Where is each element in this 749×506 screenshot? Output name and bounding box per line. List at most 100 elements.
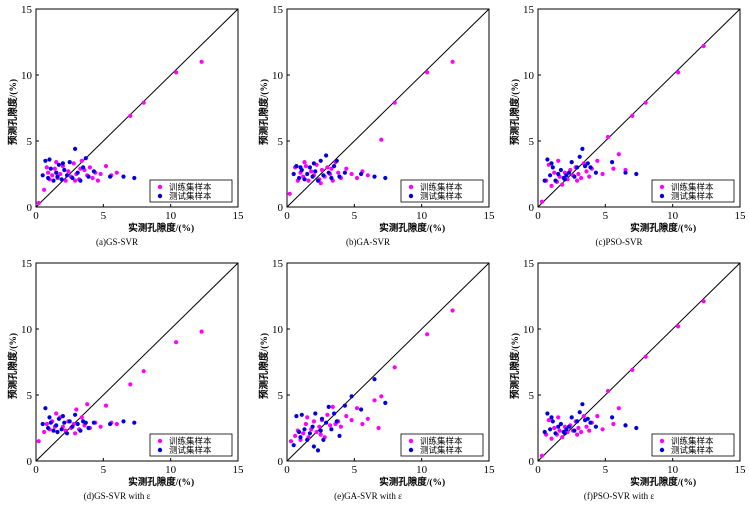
test-point: [108, 174, 113, 179]
test-point: [307, 165, 312, 170]
test-series: [291, 153, 388, 183]
test-point: [83, 156, 88, 161]
y-tick-label: 15: [21, 258, 33, 270]
test-point: [383, 175, 388, 181]
scatter-panel-pso-svr-eps: 0 5 10 15 0 5 10 15 实测孔隙度/(%) 预测孔隙度/(%) (f)PSO-SVR…: [509, 258, 746, 501]
legend-test-label: 测试集样本: [671, 191, 714, 201]
test-point: [580, 146, 585, 151]
test-point: [585, 416, 590, 421]
legend-train-label: 训练集样本: [420, 436, 463, 446]
test-point: [359, 171, 364, 177]
test-series: [40, 406, 137, 436]
test-point: [556, 171, 561, 177]
train-point: [174, 340, 179, 345]
x-tick-label: 15: [735, 464, 747, 476]
y-axis-label: 预测孔隙度/(%): [7, 333, 19, 399]
test-point: [549, 161, 554, 166]
train-point: [392, 100, 397, 105]
plot-frame: [537, 262, 741, 462]
train-point: [85, 402, 90, 407]
plot-frame: [35, 262, 239, 462]
train-point: [54, 411, 59, 416]
train-point: [643, 354, 648, 359]
test-point: [297, 175, 302, 181]
test-point: [62, 420, 67, 425]
train-point: [90, 175, 95, 181]
train-point: [344, 166, 349, 171]
y-tick-label: 10: [523, 70, 535, 82]
x-tick-label: 15: [484, 464, 496, 476]
train-point: [73, 178, 78, 183]
test-series: [542, 146, 639, 183]
test-point: [305, 437, 310, 442]
test-point: [40, 173, 45, 178]
x-tick-label: 5: [101, 210, 107, 222]
x-tick-label: 5: [603, 210, 609, 222]
test-point: [588, 165, 593, 170]
test-point: [48, 166, 53, 171]
test-point: [583, 164, 588, 169]
panel-caption: (a)GS-SVR: [96, 237, 138, 247]
train-point: [556, 415, 561, 420]
legend-train-label: 训练集样本: [671, 436, 714, 446]
test-point: [54, 170, 59, 175]
x-tick-label: 10: [416, 210, 428, 222]
test-point: [47, 415, 52, 420]
test-point: [51, 178, 56, 183]
test-point: [548, 427, 553, 432]
test-point: [307, 431, 312, 436]
test-point: [311, 161, 316, 166]
diagonal-line: [35, 8, 239, 208]
train-point: [616, 152, 621, 157]
scatter-panel-pso-svr: 0 5 10 15 0 5 10 15 实测孔隙度/(%) 预测孔隙度/(%) (c)PSO-SVR…: [509, 4, 746, 247]
test-point: [623, 170, 628, 175]
test-point: [553, 431, 558, 436]
test-point: [359, 407, 364, 412]
test-point: [334, 158, 339, 163]
train-point: [576, 171, 581, 177]
train-point: [42, 187, 47, 192]
test-point: [294, 164, 299, 169]
test-point: [43, 406, 48, 411]
legend-test-marker: [157, 193, 163, 199]
x-tick-label: 0: [33, 464, 39, 476]
test-point: [56, 162, 62, 167]
x-tick-label: 10: [667, 210, 679, 222]
train-point: [581, 414, 586, 419]
y-tick-label: 0: [278, 202, 284, 214]
diagonal-line: [537, 262, 741, 462]
y-tick-label: 10: [523, 324, 535, 336]
plot-frame: [286, 8, 490, 208]
train-point: [66, 169, 71, 174]
test-point: [337, 174, 342, 179]
test-point: [575, 419, 580, 424]
y-tick-label: 0: [278, 456, 284, 468]
train-point: [98, 171, 103, 177]
train-point: [36, 200, 41, 206]
test-point: [318, 158, 323, 163]
test-point: [566, 424, 572, 429]
test-series: [40, 146, 137, 183]
test-point: [372, 377, 377, 382]
scatter-panel-ga-svr-eps: 0 5 10 15 0 5 10 15 实测孔隙度/(%) 预测孔隙度/(%) (e)GA-SVR …: [258, 258, 495, 501]
test-point: [593, 424, 599, 429]
test-point: [75, 170, 80, 175]
x-tick-label: 15: [233, 464, 245, 476]
test-point: [62, 167, 67, 173]
test-point: [372, 174, 377, 179]
test-point: [324, 153, 329, 158]
test-point: [566, 170, 572, 175]
test-point: [302, 177, 307, 182]
test-point: [562, 431, 568, 436]
train-point: [552, 425, 557, 431]
train-point: [87, 165, 92, 170]
x-tick-label: 10: [667, 464, 679, 476]
test-point: [550, 165, 555, 170]
train-point: [392, 365, 397, 370]
test-point: [78, 428, 83, 433]
y-axis-label: 预测孔隙度/(%): [258, 333, 270, 399]
train-point: [71, 161, 76, 166]
x-tick-label: 0: [535, 464, 541, 476]
y-tick-label: 15: [272, 258, 284, 270]
test-point: [81, 165, 86, 170]
